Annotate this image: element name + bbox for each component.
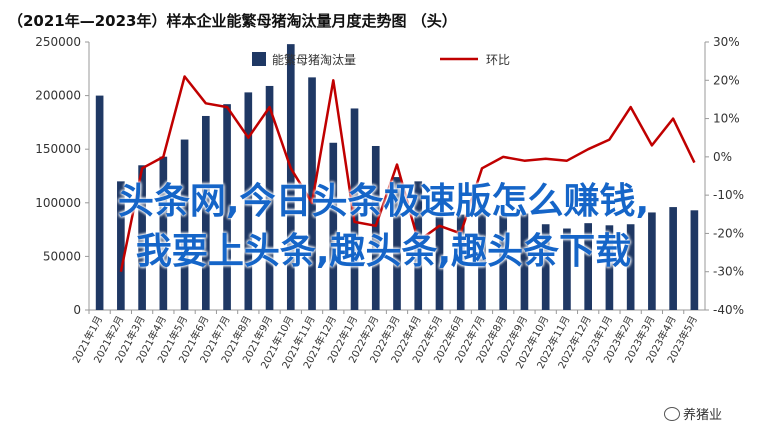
bar (605, 225, 614, 310)
bar (265, 85, 274, 311)
chart-title: （2021年—2023年）样本企业能繁母猪淘汰量月度走势图 （头） (8, 12, 457, 30)
y-right-tick-label: 20% (713, 73, 740, 87)
bar (520, 213, 529, 310)
bar (180, 139, 189, 310)
y-right-tick-label: -20% (713, 226, 744, 240)
bar (138, 165, 146, 310)
bar (202, 115, 210, 310)
bar (286, 44, 295, 310)
bar (435, 216, 444, 310)
y-left-tick-label: 50000 (43, 249, 81, 263)
bar (117, 181, 125, 310)
bar (329, 142, 338, 310)
watermark-label: 养猪业 (683, 408, 723, 423)
y-left-tick-label: 200000 (35, 89, 81, 103)
bar (371, 145, 380, 310)
bar (478, 206, 486, 310)
legend-label-bar: 能繁母猪淘汰量 (272, 52, 356, 67)
y-right-tick-label: 30% (713, 35, 740, 49)
bar (648, 212, 656, 310)
bar (584, 223, 592, 310)
line-series (119, 75, 696, 272)
y-right-tick-label: -30% (713, 265, 744, 279)
bar (414, 181, 423, 310)
wechat-icon (664, 407, 680, 421)
chart-legend: 能繁母猪淘汰量 环比 (252, 52, 510, 67)
bar (95, 95, 104, 310)
bar-series (95, 44, 699, 311)
y-left-tick-label: 100000 (35, 196, 81, 210)
bar (626, 224, 635, 310)
bar (563, 228, 571, 310)
line-path (119, 75, 696, 272)
bar (244, 92, 253, 310)
overlay-text-line2: 我要上头条,趣头条,趣头条下载 (135, 231, 632, 272)
bar (541, 224, 550, 310)
bar (393, 177, 401, 310)
bar (690, 210, 699, 310)
y-right-tick-label: -10% (713, 188, 744, 202)
bar (159, 156, 168, 310)
bar (499, 215, 508, 310)
y-left-tick-label: 0 (73, 303, 81, 317)
bar (223, 104, 231, 311)
bar (456, 214, 465, 310)
legend-swatch-bar (252, 52, 266, 66)
y-left-tick-label: 250000 (35, 35, 81, 49)
legend-label-line: 环比 (486, 53, 510, 67)
bar (350, 108, 359, 311)
y-left-tick-label: 150000 (35, 142, 81, 156)
y-right-tick-label: -40% (713, 303, 744, 317)
bar (308, 77, 316, 310)
bar (669, 207, 677, 310)
watermark: 养猪业 (664, 404, 722, 423)
y-right-tick-label: 10% (713, 112, 740, 126)
overlay-text-line1: 头条网,今日头条极速版怎么赚钱, (117, 181, 650, 222)
y-right-tick-label: 0% (713, 150, 732, 164)
